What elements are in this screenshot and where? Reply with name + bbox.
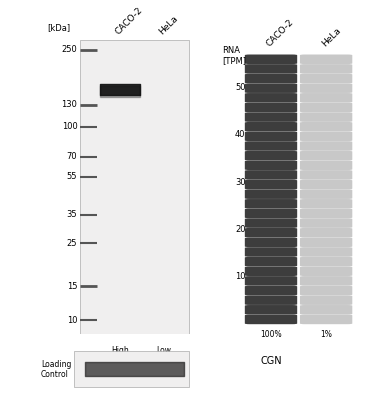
FancyBboxPatch shape [300,228,352,238]
FancyBboxPatch shape [300,266,352,276]
FancyBboxPatch shape [300,170,352,180]
Text: Low: Low [156,346,171,354]
FancyBboxPatch shape [300,247,352,257]
FancyBboxPatch shape [300,315,352,324]
FancyBboxPatch shape [245,286,297,295]
FancyBboxPatch shape [245,189,297,199]
FancyBboxPatch shape [80,40,189,334]
FancyBboxPatch shape [245,84,297,93]
Text: 1%: 1% [320,330,332,339]
Text: 70: 70 [67,152,77,161]
FancyBboxPatch shape [300,199,352,208]
FancyBboxPatch shape [300,305,352,314]
FancyBboxPatch shape [245,305,297,314]
FancyBboxPatch shape [300,286,352,295]
FancyBboxPatch shape [245,199,297,208]
FancyBboxPatch shape [245,112,297,122]
FancyBboxPatch shape [300,64,352,74]
Text: 10: 10 [235,272,246,282]
FancyBboxPatch shape [245,122,297,132]
Text: HeLa: HeLa [320,26,342,49]
FancyBboxPatch shape [245,238,297,247]
FancyBboxPatch shape [245,160,297,170]
Text: 100%: 100% [260,330,282,339]
Text: 25: 25 [67,239,77,248]
FancyBboxPatch shape [300,276,352,286]
FancyBboxPatch shape [300,141,352,151]
Text: HeLa: HeLa [157,14,180,36]
Text: CACO-2: CACO-2 [265,18,295,49]
FancyBboxPatch shape [300,132,352,141]
FancyBboxPatch shape [300,295,352,305]
FancyBboxPatch shape [245,54,297,64]
Text: High: High [111,346,128,354]
FancyBboxPatch shape [300,238,352,247]
FancyBboxPatch shape [300,54,352,64]
FancyBboxPatch shape [245,266,297,276]
FancyBboxPatch shape [245,103,297,112]
FancyBboxPatch shape [245,228,297,238]
FancyBboxPatch shape [300,122,352,132]
Text: CACO-2: CACO-2 [113,5,144,36]
FancyBboxPatch shape [245,74,297,83]
Text: 30: 30 [235,178,246,187]
FancyBboxPatch shape [245,276,297,286]
FancyBboxPatch shape [245,218,297,228]
FancyBboxPatch shape [245,209,297,218]
FancyBboxPatch shape [300,74,352,83]
FancyBboxPatch shape [245,141,297,151]
FancyBboxPatch shape [245,257,297,266]
FancyBboxPatch shape [300,93,352,102]
FancyBboxPatch shape [300,209,352,218]
FancyBboxPatch shape [245,295,297,305]
Text: 100: 100 [62,122,77,131]
FancyBboxPatch shape [300,257,352,266]
FancyBboxPatch shape [245,151,297,160]
FancyBboxPatch shape [300,84,352,93]
Text: 10: 10 [67,316,77,325]
FancyBboxPatch shape [245,93,297,102]
FancyBboxPatch shape [75,352,189,387]
FancyBboxPatch shape [245,64,297,74]
Text: 15: 15 [67,282,77,291]
FancyBboxPatch shape [300,160,352,170]
Text: 55: 55 [67,172,77,181]
FancyBboxPatch shape [245,132,297,141]
Text: 35: 35 [67,210,77,219]
FancyBboxPatch shape [300,112,352,122]
Text: RNA
[TPM]: RNA [TPM] [222,46,246,65]
Text: CGN: CGN [261,356,282,366]
FancyBboxPatch shape [245,170,297,180]
Text: Loading
Control: Loading Control [41,360,72,379]
FancyBboxPatch shape [300,218,352,228]
FancyBboxPatch shape [245,180,297,189]
FancyBboxPatch shape [300,189,352,199]
Text: 20: 20 [235,225,246,234]
Text: 50: 50 [235,83,246,92]
FancyBboxPatch shape [245,247,297,257]
FancyBboxPatch shape [300,151,352,160]
Text: 250: 250 [62,45,77,54]
Text: 130: 130 [62,100,77,109]
Text: [kDa]: [kDa] [48,23,71,32]
FancyBboxPatch shape [300,103,352,112]
FancyBboxPatch shape [300,180,352,189]
FancyBboxPatch shape [245,315,297,324]
Text: 40: 40 [235,130,246,140]
